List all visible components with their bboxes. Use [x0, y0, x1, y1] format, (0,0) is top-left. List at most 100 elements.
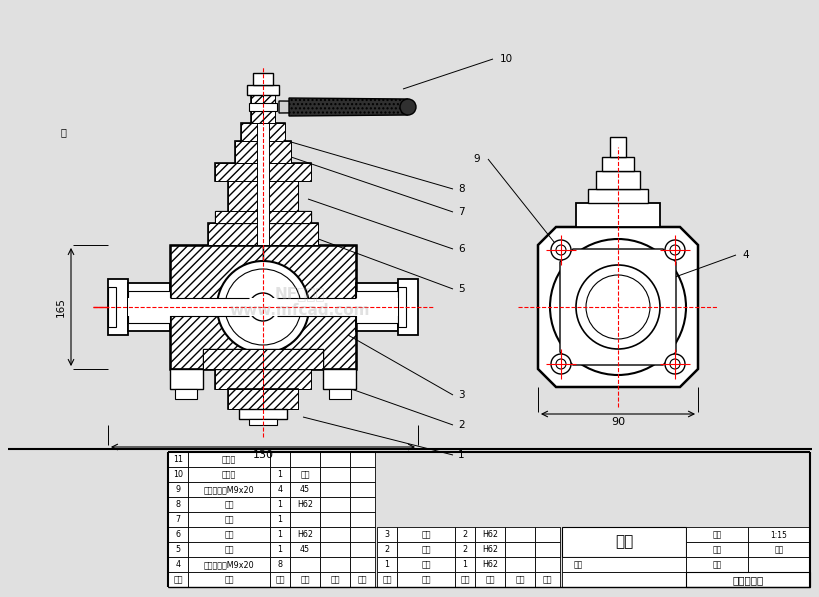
Text: 2: 2: [462, 530, 467, 539]
Bar: [575, 203, 659, 227]
Text: H62: H62: [296, 500, 313, 509]
Text: 设计: 设计: [573, 561, 582, 570]
Text: 90: 90: [610, 417, 624, 427]
Bar: [561, 572, 686, 587]
Text: 4: 4: [741, 250, 748, 260]
Bar: [8, 449, 811, 589]
Bar: [241, 123, 263, 141]
Bar: [397, 279, 418, 335]
Text: 1: 1: [462, 560, 467, 569]
Bar: [319, 497, 350, 512]
Bar: [188, 452, 269, 467]
Bar: [319, 527, 350, 542]
Bar: [263, 349, 323, 369]
Bar: [355, 283, 397, 331]
Text: 9: 9: [175, 485, 180, 494]
Bar: [188, 482, 269, 497]
Bar: [319, 452, 350, 467]
Text: 内六角联钉M9x20: 内六角联钉M9x20: [203, 560, 254, 569]
Bar: [534, 557, 559, 572]
Text: 1: 1: [458, 450, 464, 460]
Text: 6: 6: [175, 530, 180, 539]
Bar: [215, 163, 310, 181]
Bar: [455, 527, 474, 542]
Text: 手柄套: 手柄套: [222, 470, 236, 479]
Bar: [269, 497, 290, 512]
Bar: [228, 389, 297, 409]
Circle shape: [575, 265, 659, 349]
Text: 6: 6: [458, 244, 464, 254]
Text: 阀杆: 阀杆: [224, 545, 233, 554]
Text: 9: 9: [473, 154, 479, 164]
Text: 数量: 数量: [459, 575, 469, 584]
Text: 口: 口: [60, 127, 66, 137]
Bar: [290, 467, 319, 482]
Bar: [686, 557, 747, 572]
Text: 图号: 图号: [773, 546, 783, 555]
Bar: [505, 542, 534, 557]
Text: 2: 2: [458, 420, 464, 430]
Bar: [168, 482, 188, 497]
Text: 1:15: 1:15: [770, 531, 786, 540]
Text: 计算机绘图: 计算机绘图: [731, 575, 762, 585]
Bar: [208, 223, 318, 245]
Bar: [747, 527, 809, 542]
Bar: [188, 572, 269, 587]
Text: 标准: 标准: [330, 575, 339, 584]
Bar: [474, 542, 505, 557]
Bar: [269, 527, 290, 542]
Bar: [474, 527, 505, 542]
Bar: [609, 137, 625, 157]
Bar: [319, 512, 350, 527]
Circle shape: [586, 275, 649, 339]
Bar: [396, 557, 455, 572]
Bar: [203, 349, 263, 369]
Circle shape: [555, 245, 565, 255]
Bar: [747, 542, 809, 557]
Polygon shape: [288, 98, 408, 116]
Text: 尼龙: 尼龙: [300, 470, 310, 479]
Bar: [208, 223, 263, 245]
Bar: [238, 409, 287, 419]
Bar: [249, 103, 277, 111]
Text: 3: 3: [458, 390, 464, 400]
Bar: [534, 572, 559, 587]
Text: 名称: 名称: [421, 575, 430, 584]
Text: 端盖: 端盖: [421, 530, 430, 539]
Circle shape: [217, 261, 309, 353]
Bar: [253, 73, 273, 85]
Bar: [474, 572, 505, 587]
Text: 半球: 半球: [421, 545, 430, 554]
Text: 45: 45: [300, 485, 310, 494]
Bar: [203, 349, 323, 369]
Bar: [323, 369, 355, 389]
Text: 10: 10: [500, 54, 513, 64]
Text: 165: 165: [56, 297, 66, 317]
Bar: [215, 369, 310, 389]
Polygon shape: [537, 227, 697, 387]
Text: 2: 2: [384, 545, 389, 554]
Bar: [377, 542, 396, 557]
Text: 数量: 数量: [275, 575, 284, 584]
Bar: [587, 189, 647, 203]
Bar: [269, 482, 290, 497]
Bar: [505, 572, 534, 587]
Bar: [168, 572, 188, 587]
Text: 螺母: 螺母: [224, 515, 233, 524]
Text: 8: 8: [458, 184, 464, 194]
Bar: [128, 291, 170, 323]
Circle shape: [669, 245, 679, 255]
Bar: [263, 245, 355, 369]
Circle shape: [669, 359, 679, 369]
Text: 45: 45: [300, 545, 310, 554]
Text: 1: 1: [277, 515, 283, 524]
Bar: [686, 527, 747, 542]
Bar: [249, 419, 277, 425]
Bar: [168, 497, 188, 512]
Circle shape: [400, 99, 415, 115]
Polygon shape: [278, 101, 400, 113]
Text: 序号: 序号: [173, 575, 183, 584]
Bar: [290, 572, 319, 587]
Bar: [377, 557, 396, 572]
Text: 1: 1: [277, 500, 283, 509]
